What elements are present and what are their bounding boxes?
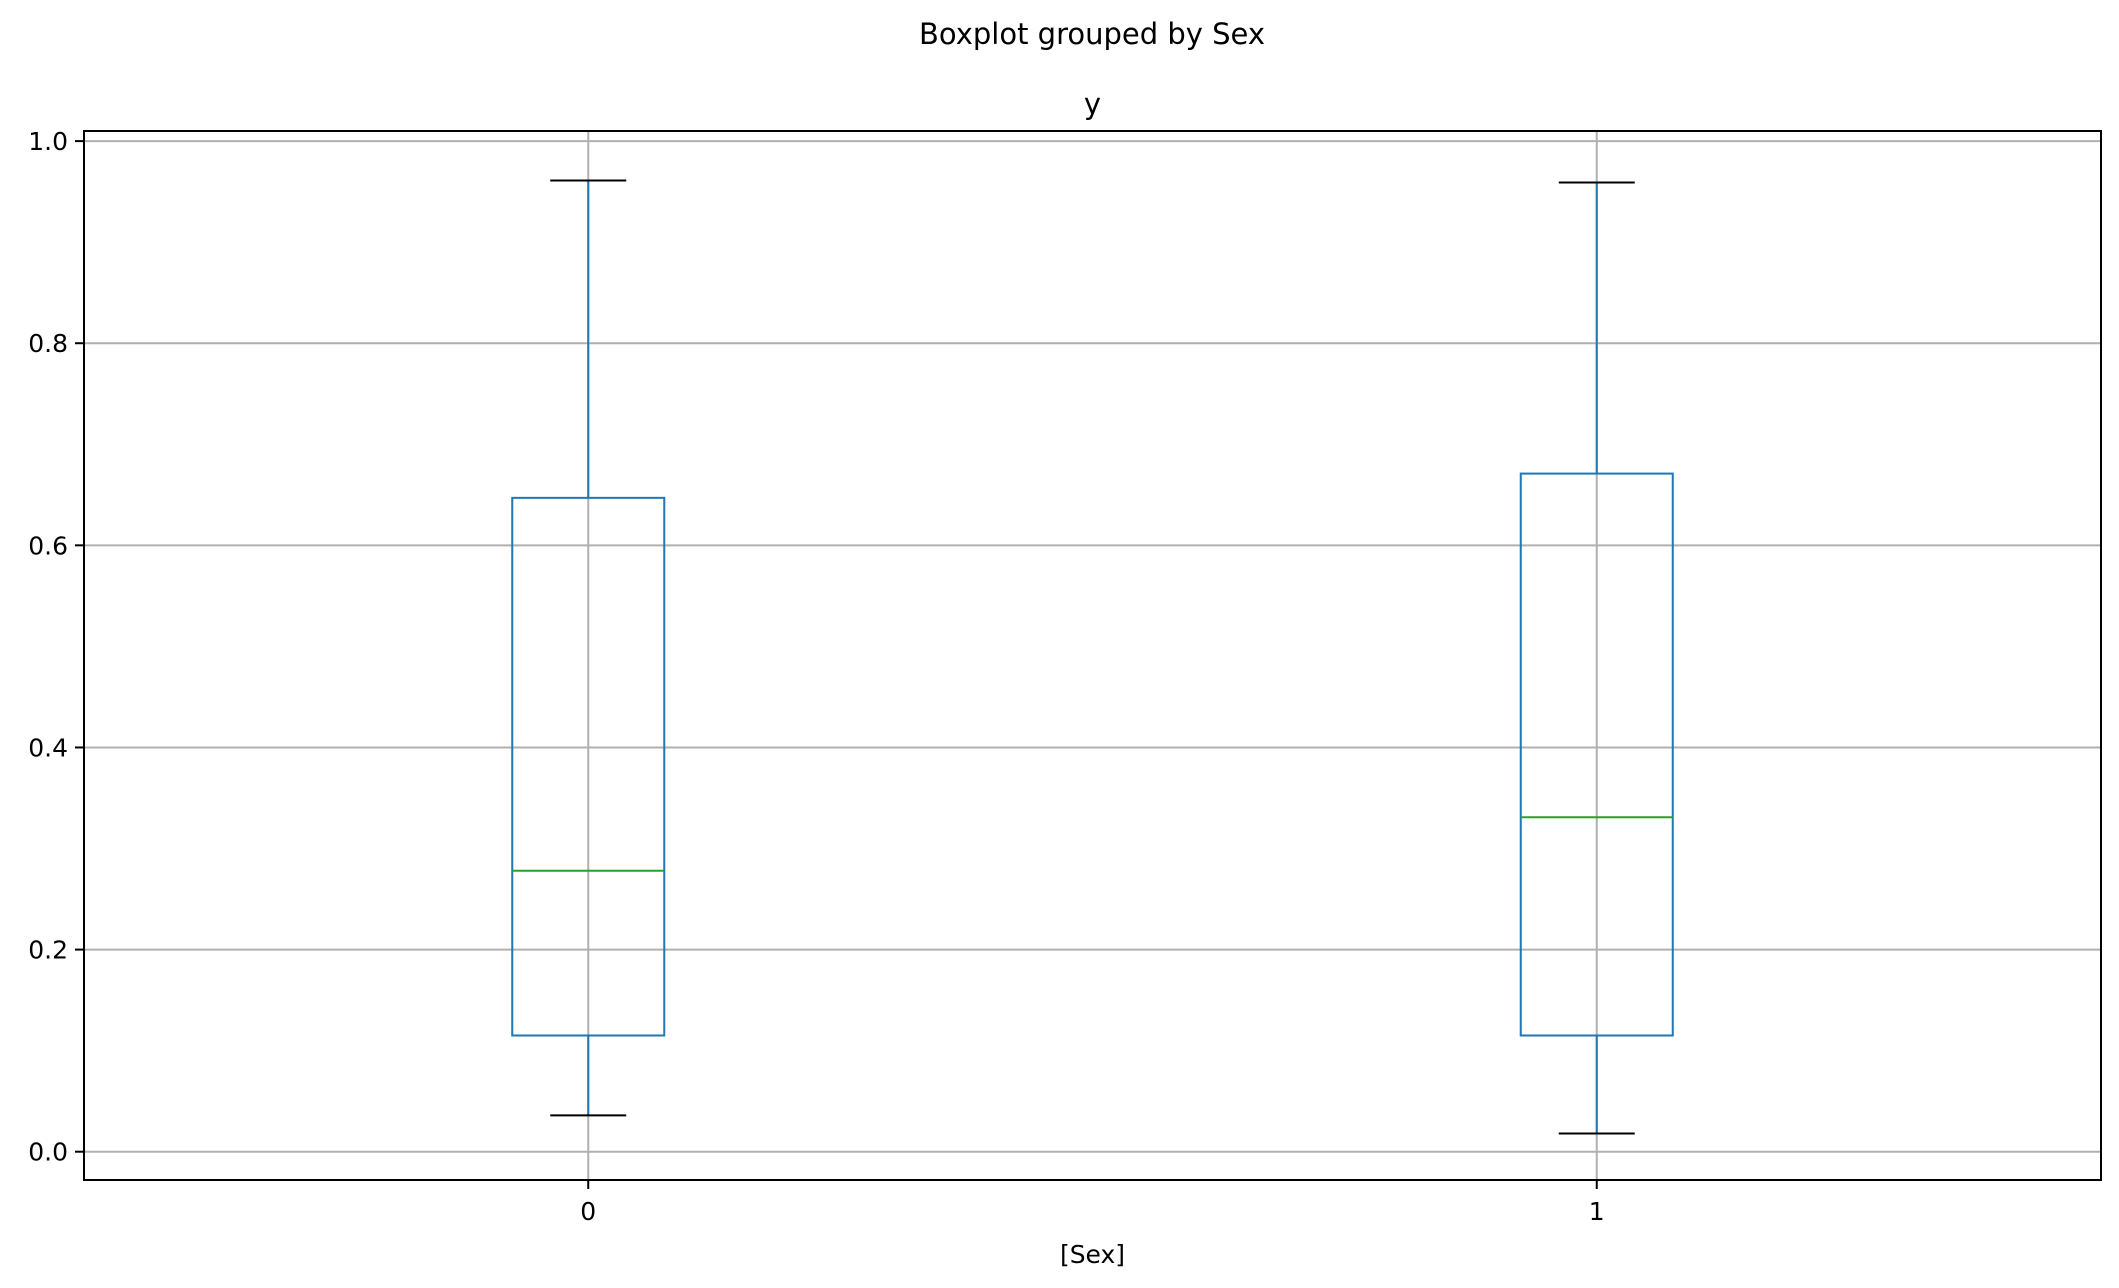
y-tick-label: 1.0 <box>28 127 68 156</box>
subplot-title: y <box>1084 87 1101 121</box>
box-group-0 <box>511 179 666 1117</box>
x-axis-label: [Sex] <box>1060 1240 1125 1269</box>
y-tick-label: 0.2 <box>28 936 68 965</box>
grid-lines <box>84 131 2101 1180</box>
plot-frame <box>83 130 2102 1181</box>
y-axis: 0.0 0.2 0.4 0.6 0.8 1.0 <box>28 127 84 1167</box>
chart-title: Boxplot grouped by Sex <box>919 17 1265 51</box>
iqr-box <box>1519 472 1674 1037</box>
y-tick-label: 0.6 <box>28 531 68 560</box>
y-tick-label: 0.8 <box>28 329 68 358</box>
x-tick-label: 1 <box>1589 1197 1605 1226</box>
x-tick-label: 0 <box>580 1197 596 1226</box>
y-tick-label: 0.0 <box>28 1138 68 1167</box>
box-group-1 <box>1519 181 1674 1135</box>
iqr-box <box>511 496 666 1037</box>
box-series <box>511 179 1674 1135</box>
y-tick-label: 0.4 <box>28 733 68 762</box>
